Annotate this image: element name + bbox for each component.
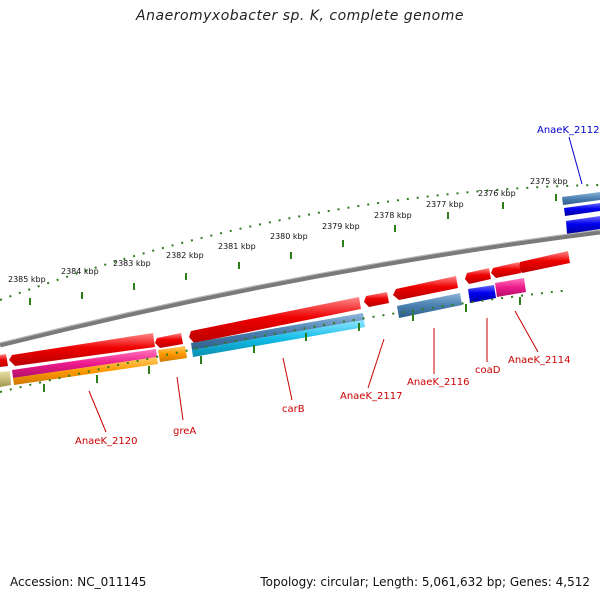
scale-label-2379: 2379 kbp [322,222,360,231]
gene-left-olive [0,371,11,387]
gene-anaek-2112-blue [564,203,600,216]
gene-anaek-2114-magenta [495,278,526,297]
scale-label-2383: 2383 kbp [113,259,151,268]
accession-text: Accession: NC_011145 [10,575,147,589]
scale-label-2381: 2381 kbp [218,242,256,251]
gene-anaek-2120-cds [9,333,155,366]
scale-label-2382: 2382 kbp [166,251,204,260]
gene-label-grea: greA [173,426,196,437]
gene-grea-cds [155,333,183,348]
gene-label-carb: carB [282,404,305,415]
scale-label-2378: 2378 kbp [374,211,412,220]
gene-coad-blue [468,285,496,303]
gene-anaek-2114-cds [518,251,570,273]
genome-backbone [0,229,600,348]
gene-left-partial-cds [0,354,8,367]
scale-label-2384: 2384 kbp [61,267,99,276]
forward-features-top [562,192,600,234]
gene-labels: AnaeK_2112 AnaeK_2114 coaD AnaeK_2116 An… [75,125,599,447]
gene-label-anaek-2120: AnaeK_2120 [75,436,137,447]
gene-grea-orange [158,346,187,362]
gene-anaek-2120-magenta [12,349,157,378]
scale-label-2385: 2385 kbp [8,275,46,284]
gene-small-cds [465,268,491,284]
gene-label-anaek-2114: AnaeK_2114 [508,355,570,366]
gene-anaek-2117-cds [364,292,389,307]
gene-anaek-2116-cds [393,276,458,300]
genome-summary-text: Topology: circular; Length: 5,061,632 bp… [260,575,590,589]
gene-label-anaek-2117: AnaeK_2117 [340,391,402,402]
gene-anaek-2116-steel [397,293,462,318]
scale-label-2377: 2377 kbp [426,200,464,209]
outer-major-ticks [29,194,557,305]
gene-carb-cyan [192,320,365,357]
map-title: Anaeromyxobacter sp. K, complete genome [136,8,464,24]
gene-carb-steel [191,313,364,350]
gene-callout-lines [88,136,583,433]
outer-scale-ring [0,184,600,301]
gene-carb-cds [189,297,361,343]
inner-major-ticks [43,297,521,392]
scale-label-2376: 2376 kbp [478,189,516,198]
scale-label-2375: 2375 kbp [530,177,568,186]
inner-scale-ring [0,289,571,393]
scale-label-2380: 2380 kbp [270,232,308,241]
gene-label-anaek-2112: AnaeK_2112 [537,125,599,136]
gene-coad-cds [491,262,521,278]
scale-labels: 2375 kbp 2376 kbp 2377 kbp 2378 kbp 2379… [8,177,568,284]
gene-label-coad: coaD [475,365,501,376]
reverse-cds-features [0,251,570,367]
reverse-colored-features [0,278,526,387]
gene-label-anaek-2116: AnaeK_2116 [407,377,469,388]
gene-anaek-2120-orange [13,357,158,385]
gene-anaek-2112-steel [562,192,600,205]
gene-anaek-2112-blue-lower [566,216,600,234]
